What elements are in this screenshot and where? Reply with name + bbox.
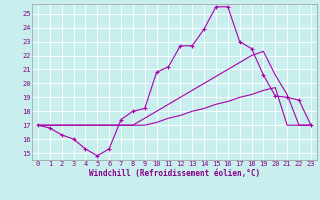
X-axis label: Windchill (Refroidissement éolien,°C): Windchill (Refroidissement éolien,°C) [89,169,260,178]
